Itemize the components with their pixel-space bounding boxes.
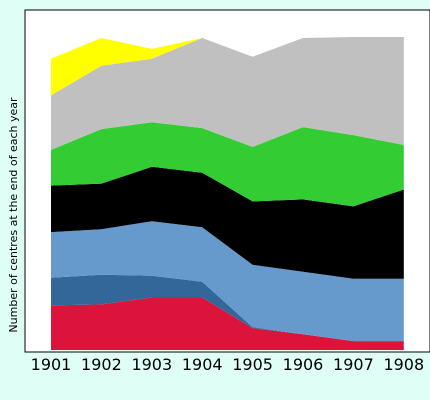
x-tick-label-1906: 1906 <box>283 355 324 374</box>
area-layers <box>51 37 404 350</box>
x-tick-label-1907: 1907 <box>333 355 374 374</box>
area-layer-2 <box>51 274 404 342</box>
x-tick-label-1902: 1902 <box>81 355 122 374</box>
x-tick-label-1903: 1903 <box>131 355 172 374</box>
area-layer-1 <box>51 297 404 350</box>
plot-frame <box>24 9 430 353</box>
area-layer-6 <box>51 37 404 150</box>
area-layer-5 <box>51 122 404 207</box>
x-axis-tick-labels: 1901 1902 1903 1904 1905 1906 1907 1908 <box>31 355 425 374</box>
x-tick-label-1908: 1908 <box>383 355 424 374</box>
x-tick-label-1904: 1904 <box>182 355 223 374</box>
area-layer-3 <box>51 221 404 342</box>
area-layer-4 <box>51 166 404 279</box>
x-tick-label-1901: 1901 <box>31 355 72 374</box>
x-tick-label-1905: 1905 <box>232 355 273 374</box>
area-layer-7 <box>51 37 404 96</box>
y-axis-label: Number of centres at the end of each yea… <box>7 97 20 333</box>
